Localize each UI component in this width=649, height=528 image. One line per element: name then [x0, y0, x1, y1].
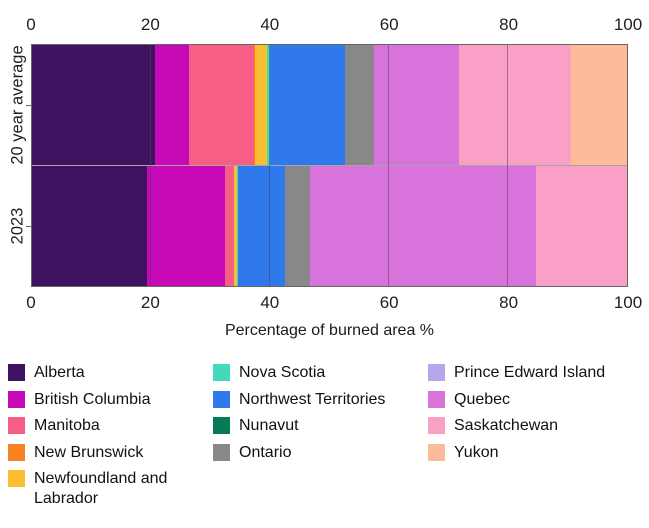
x-tick-top-80: 80 — [499, 15, 519, 34]
bar-segment-saskatchewan — [458, 45, 571, 165]
legend-label-yukon: Yukon — [454, 443, 499, 461]
bar-segment-ontario — [344, 45, 375, 165]
legend-label-northwest-territories: Northwest Territories — [239, 390, 386, 408]
bar-segment-quebec — [309, 165, 536, 286]
x-tick-top-0: 0 — [26, 15, 36, 34]
bar-segment-yukon — [571, 45, 627, 165]
legend-label-saskatchewan: Saskatchewan — [454, 417, 559, 434]
x-tick-bottom-40: 40 — [260, 293, 280, 312]
x-tick-bottom-0: 0 — [26, 293, 36, 312]
legend-swatch-ontario — [213, 443, 230, 461]
bar-segment-newfoundland-and-labrador — [233, 165, 237, 286]
legend: Alberta British Columbia Manitoba New Bruns… — [0, 363, 649, 513]
legend-swatch-manitoba — [8, 417, 25, 434]
bar-2023 — [32, 165, 627, 286]
legend-label-british-columbia: British Columbia — [34, 390, 151, 408]
legend-swatch-northwest-territories — [213, 390, 230, 408]
legend-item-prince-edward-island: Prince Edward Island — [428, 363, 639, 383]
legend-item-nunavut: Nunavut — [213, 416, 414, 436]
legend-item-newfoundland-and-labrador: Newfoundland and Labrador — [8, 469, 174, 508]
bar-segment-nova-scotia — [236, 165, 238, 286]
legend-item-nova-scotia: Nova Scotia — [213, 363, 414, 383]
legend-item-manitoba: Manitoba — [8, 416, 174, 436]
legend-item-northwest-territories: Northwest Territories — [213, 390, 414, 410]
x-tick-top-100: 100 — [613, 15, 643, 34]
bar-segment-british-columbia — [147, 165, 225, 286]
bar-segment-new-brunswick — [253, 45, 256, 165]
gridline-80 — [507, 45, 508, 286]
legend-swatch-new-brunswick — [8, 443, 25, 461]
legend-item-ontario: Ontario — [213, 443, 414, 463]
legend-item-new-brunswick: New Brunswick — [8, 443, 174, 463]
bar-segment-saskatchewan — [535, 165, 627, 286]
bar-segment-nova-scotia — [266, 45, 270, 165]
bar-segment-northwest-territories — [269, 45, 345, 165]
legend-swatch-alberta — [8, 364, 25, 381]
bar-segment-newfoundland-and-labrador — [255, 45, 267, 165]
legend-swatch-nunavut — [213, 417, 230, 434]
legend-swatch-prince-edward-island — [428, 364, 445, 381]
legend-label-quebec: Quebec — [454, 390, 511, 408]
x-tick-bottom-20: 20 — [140, 293, 160, 312]
legend-swatch-newfoundland-and-labrador — [8, 470, 25, 487]
x-tick-bottom-60: 60 — [379, 293, 399, 312]
legend-label-nunavut: Nunavut — [239, 417, 299, 434]
legend-item-saskatchewan: Saskatchewan — [428, 416, 639, 436]
legend-label-new-brunswick: New Brunswick — [34, 443, 144, 461]
bar-segment-british-columbia — [154, 45, 190, 165]
legend-label-prince-edward-island: Prince Edward Island — [454, 364, 606, 381]
x-tick-bottom-100: 100 — [613, 293, 643, 312]
legend-swatch-quebec — [428, 390, 445, 408]
legend-label-newfoundland-and-labrador: Newfoundland and Labrador — [34, 470, 168, 507]
x-tick-bottom-80: 80 — [499, 293, 519, 312]
bar-segment-ontario — [284, 165, 310, 286]
x-tick-top-20: 20 — [140, 15, 160, 34]
y-axis-label-2023: 2023 — [8, 207, 27, 245]
legend-item-yukon: Yukon — [428, 443, 639, 463]
bar-segment-quebec — [374, 45, 459, 165]
x-tick-top-40: 40 — [260, 15, 280, 34]
x-axis-title: Percentage of burned area % — [224, 322, 435, 339]
legend-swatch-british-columbia — [8, 390, 25, 408]
bar-20-year-average — [32, 45, 627, 166]
legend-item-quebec: Quebec — [428, 390, 639, 410]
legend-swatch-nova-scotia — [213, 364, 230, 381]
legend-swatch-saskatchewan — [428, 417, 445, 434]
bar-segment-manitoba — [224, 165, 234, 286]
gridline-20 — [150, 45, 151, 286]
x-tick-top-60: 60 — [379, 15, 399, 34]
gridline-60 — [388, 45, 389, 286]
bar-segment-alberta — [32, 165, 148, 286]
legend-label-manitoba: Manitoba — [34, 417, 100, 434]
x-axis-top: 0 20 40 60 80 100 — [26, 14, 642, 36]
bar-segment-alberta — [32, 45, 155, 165]
x-axis-bottom: 0 20 40 60 80 100 — [26, 292, 642, 314]
legend-label-alberta: Alberta — [34, 364, 85, 381]
y-axis-label-20-year-average: 20 year average — [8, 45, 27, 165]
legend-column-3: Prince Edward Island Quebec Saskatchewan Yu… — [428, 363, 639, 462]
plot-area — [31, 44, 628, 287]
legend-swatch-yukon — [428, 443, 445, 461]
legend-column-1: Alberta British Columbia Manitoba New Bruns… — [8, 363, 174, 508]
legend-item-alberta: Alberta — [8, 363, 174, 383]
legend-column-2: Nova Scotia Northwest Territories Nunavut O… — [213, 363, 414, 462]
legend-label-ontario: Ontario — [239, 443, 292, 461]
gridline-40 — [269, 45, 270, 286]
bar-segment-manitoba — [189, 45, 254, 165]
y-tick-mark — [26, 226, 31, 227]
legend-item-british-columbia: British Columbia — [8, 390, 174, 410]
y-tick-mark — [26, 105, 31, 106]
bar-segment-northwest-territories — [237, 165, 285, 286]
legend-label-nova-scotia: Nova Scotia — [239, 364, 326, 381]
